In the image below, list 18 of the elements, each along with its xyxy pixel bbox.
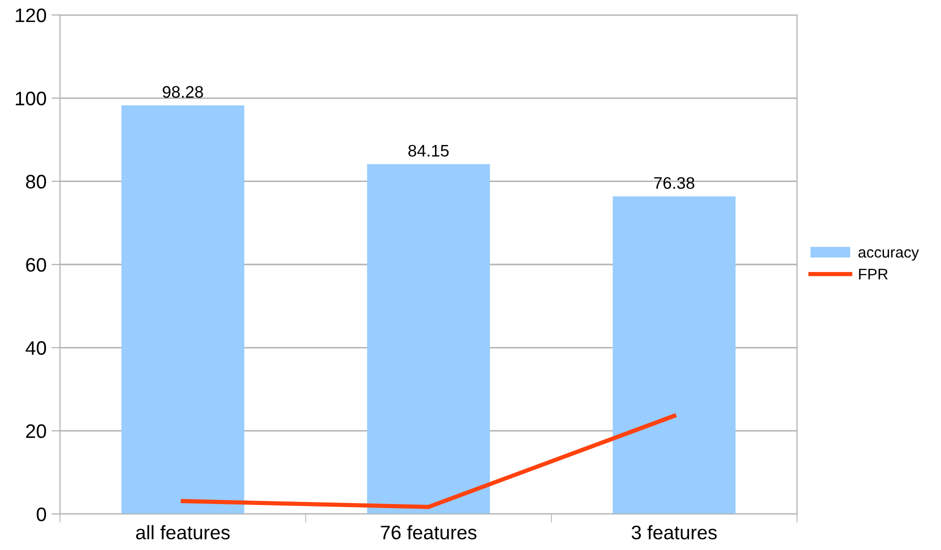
- legend-label: FPR: [859, 268, 888, 280]
- y-tick-label: 100: [16, 92, 46, 106]
- y-tick-label: 0: [36, 507, 46, 522]
- x-tick-label: 3 features: [632, 525, 717, 540]
- data-label: 76.38: [654, 177, 694, 189]
- data-label: 98.28: [162, 86, 203, 98]
- y-tick-label: 20: [26, 424, 46, 438]
- y-tick-label: 40: [26, 341, 46, 355]
- bar: [367, 164, 490, 514]
- y-tick-label: 120: [16, 8, 46, 22]
- bar: [612, 196, 736, 514]
- x-tick-label: 76 features: [380, 525, 476, 540]
- y-tick-label: 80: [26, 174, 46, 189]
- x-tick-label: all features: [136, 525, 230, 540]
- y-tick-label: 60: [26, 258, 46, 272]
- data-label: 84.15: [408, 144, 449, 157]
- legend-label: accuracy: [858, 249, 919, 261]
- bar: [121, 105, 244, 514]
